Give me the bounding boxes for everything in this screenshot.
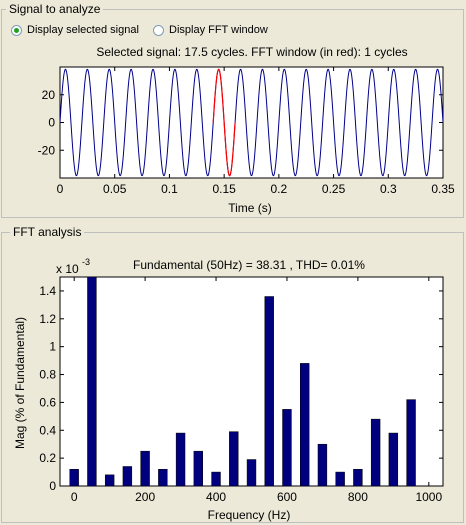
display-fft-window-radio[interactable]: Display FFT window xyxy=(153,24,268,36)
fft-bar xyxy=(211,471,221,487)
fft-bar xyxy=(264,296,274,487)
signal-panel-title: Signal to analyze xyxy=(6,2,104,16)
fft-xlabel: Frequency (Hz) xyxy=(208,508,291,522)
fft-bar xyxy=(353,469,363,487)
radio-indicator-fft xyxy=(153,24,164,36)
signal-xtick-label: 0.3 xyxy=(380,182,397,196)
fft-bar xyxy=(140,450,150,487)
signal-chart-title: Selected signal: 17.5 cycles. FFT window… xyxy=(96,45,407,59)
signal-axes-frame xyxy=(59,66,444,179)
fft-bar xyxy=(69,469,79,487)
fft-ytick-label: 0.8 xyxy=(39,368,56,382)
fft-bar xyxy=(158,469,168,487)
fft-ytick-label: 1.4 xyxy=(39,284,56,298)
fft-bar xyxy=(193,450,203,487)
fft-xtick-label: 1000 xyxy=(415,490,442,504)
fft-ytick-label: 0.2 xyxy=(39,451,56,465)
signal-xtick-label: 0.15 xyxy=(212,182,236,196)
fft-window-series-line xyxy=(212,68,236,177)
signal-ytick-label: 0 xyxy=(48,116,55,130)
fft-bar xyxy=(300,363,310,487)
fft-bar xyxy=(229,431,239,487)
fft-ylabel: Mag (% of Fundamental) xyxy=(13,317,27,449)
fft-xtick-label: 600 xyxy=(277,490,297,504)
fft-axes-frame xyxy=(59,276,444,487)
fft-chart: Fundamental (50Hz) = 38.31 , THD= 0.01% … xyxy=(13,257,444,522)
fft-bar xyxy=(122,466,133,487)
signal-xtick-label: 0 xyxy=(57,182,64,196)
signal-ytick-label: -20 xyxy=(38,143,56,157)
signal-xtick-label: 0.1 xyxy=(161,182,178,196)
signal-xlabel: Time (s) xyxy=(228,201,272,215)
signal-panel xyxy=(1,9,464,218)
fft-xtick-label: 800 xyxy=(348,490,368,504)
fft-ytick-label: 0 xyxy=(49,479,56,493)
fft-bar xyxy=(104,474,115,487)
fft-chart-title: Fundamental (50Hz) = 38.31 , THD= 0.01% xyxy=(133,258,365,272)
signal-xtick-label: 0.35 xyxy=(431,182,455,196)
fft-bar xyxy=(87,276,97,487)
fft-xtick-label: 200 xyxy=(135,490,155,504)
fft-scale-exponent: -3 xyxy=(82,257,90,267)
fft-bar xyxy=(335,471,345,487)
fft-scale-label: x 10 xyxy=(56,262,79,276)
fft-ytick-label: 1.2 xyxy=(39,312,56,326)
fft-bar xyxy=(406,399,416,487)
fft-xtick-label: 0 xyxy=(71,490,78,504)
fft-panel-title: FFT analysis xyxy=(10,225,85,239)
signal-series-line xyxy=(59,68,444,177)
signal-xtick-label: 0.05 xyxy=(103,182,127,196)
fft-ytick-label: 0.4 xyxy=(39,423,56,437)
display-fft-window-label: Display FFT window xyxy=(169,24,268,36)
fft-bar xyxy=(388,432,399,487)
fft-ytick-label: 0.6 xyxy=(39,395,56,409)
display-selected-signal-label: Display selected signal xyxy=(27,24,139,36)
radio-indicator-selected xyxy=(11,24,22,36)
signal-ytick-label: 20 xyxy=(42,88,56,102)
fft-bar xyxy=(370,418,381,487)
signal-xtick-label: 0.2 xyxy=(271,182,288,196)
fft-bar xyxy=(175,432,186,487)
fft-bar xyxy=(282,409,292,487)
display-selected-signal-radio[interactable]: Display selected signal xyxy=(11,24,139,36)
fft-bar xyxy=(246,459,257,487)
signal-chart: Selected signal: 17.5 cycles. FFT window… xyxy=(38,45,455,215)
fft-bar xyxy=(317,443,328,487)
fft-panel xyxy=(1,232,464,523)
fft-ytick-label: 1 xyxy=(49,340,56,354)
fft-xtick-label: 400 xyxy=(206,490,226,504)
signal-xtick-label: 0.25 xyxy=(322,182,346,196)
